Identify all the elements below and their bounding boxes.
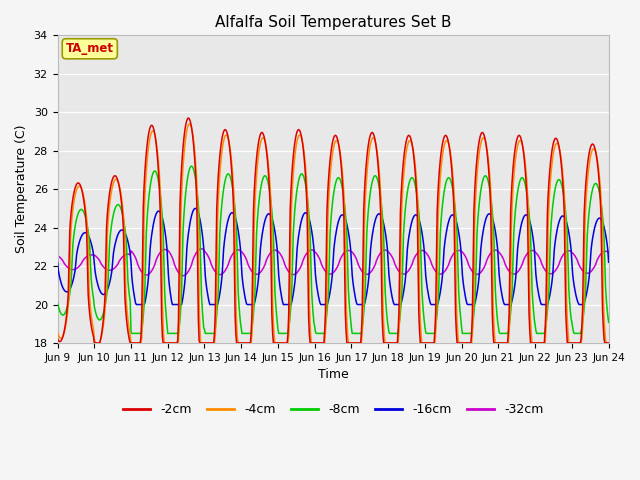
-2cm: [184, 115, 192, 121]
-2cm: [54, 336, 61, 342]
-4cm: [175, 322, 183, 327]
-4cm: [186, 121, 193, 127]
-4cm: [434, 223, 442, 228]
-4cm: [605, 340, 612, 346]
-4cm: [326, 175, 334, 181]
-2cm: [556, 148, 563, 154]
-16cm: [434, 300, 442, 306]
Line: -8cm: -8cm: [58, 166, 609, 334]
-16cm: [556, 217, 563, 223]
-32cm: [200, 247, 207, 252]
-4cm: [556, 146, 563, 152]
Text: TA_met: TA_met: [66, 42, 114, 55]
-2cm: [380, 340, 387, 346]
-16cm: [605, 259, 612, 265]
Line: -2cm: -2cm: [58, 118, 609, 343]
Line: -32cm: -32cm: [58, 249, 609, 276]
Legend: -2cm, -4cm, -8cm, -16cm, -32cm: -2cm, -4cm, -8cm, -16cm, -32cm: [118, 398, 548, 421]
-8cm: [175, 325, 183, 331]
-16cm: [175, 301, 183, 307]
Y-axis label: Soil Temperature (C): Soil Temperature (C): [15, 125, 28, 253]
-4cm: [54, 329, 61, 335]
-4cm: [92, 340, 100, 346]
Line: -16cm: -16cm: [58, 208, 609, 304]
-32cm: [198, 246, 205, 252]
-8cm: [128, 331, 136, 336]
-8cm: [434, 300, 442, 305]
-8cm: [605, 319, 612, 325]
-32cm: [175, 270, 182, 276]
-32cm: [434, 271, 442, 276]
-8cm: [326, 232, 334, 238]
Title: Alfalfa Soil Temperatures Set B: Alfalfa Soil Temperatures Set B: [215, 15, 451, 30]
-16cm: [326, 289, 334, 295]
-8cm: [188, 163, 195, 169]
-8cm: [200, 325, 207, 331]
-32cm: [556, 259, 563, 265]
-2cm: [434, 190, 442, 196]
-16cm: [191, 205, 199, 211]
-2cm: [175, 259, 183, 265]
-32cm: [326, 271, 334, 277]
-2cm: [605, 340, 612, 346]
-16cm: [132, 301, 140, 307]
-8cm: [54, 300, 61, 305]
-16cm: [380, 221, 387, 227]
X-axis label: Time: Time: [317, 368, 348, 381]
-4cm: [200, 340, 207, 346]
-32cm: [380, 248, 387, 253]
-2cm: [90, 340, 98, 346]
-4cm: [380, 319, 387, 324]
-2cm: [326, 158, 334, 164]
-2cm: [200, 340, 207, 346]
-32cm: [605, 250, 612, 255]
-32cm: [179, 273, 187, 278]
-16cm: [200, 245, 207, 251]
Line: -4cm: -4cm: [58, 124, 609, 343]
-8cm: [556, 177, 563, 183]
-16cm: [54, 259, 61, 265]
-8cm: [380, 231, 387, 237]
-32cm: [54, 253, 61, 259]
